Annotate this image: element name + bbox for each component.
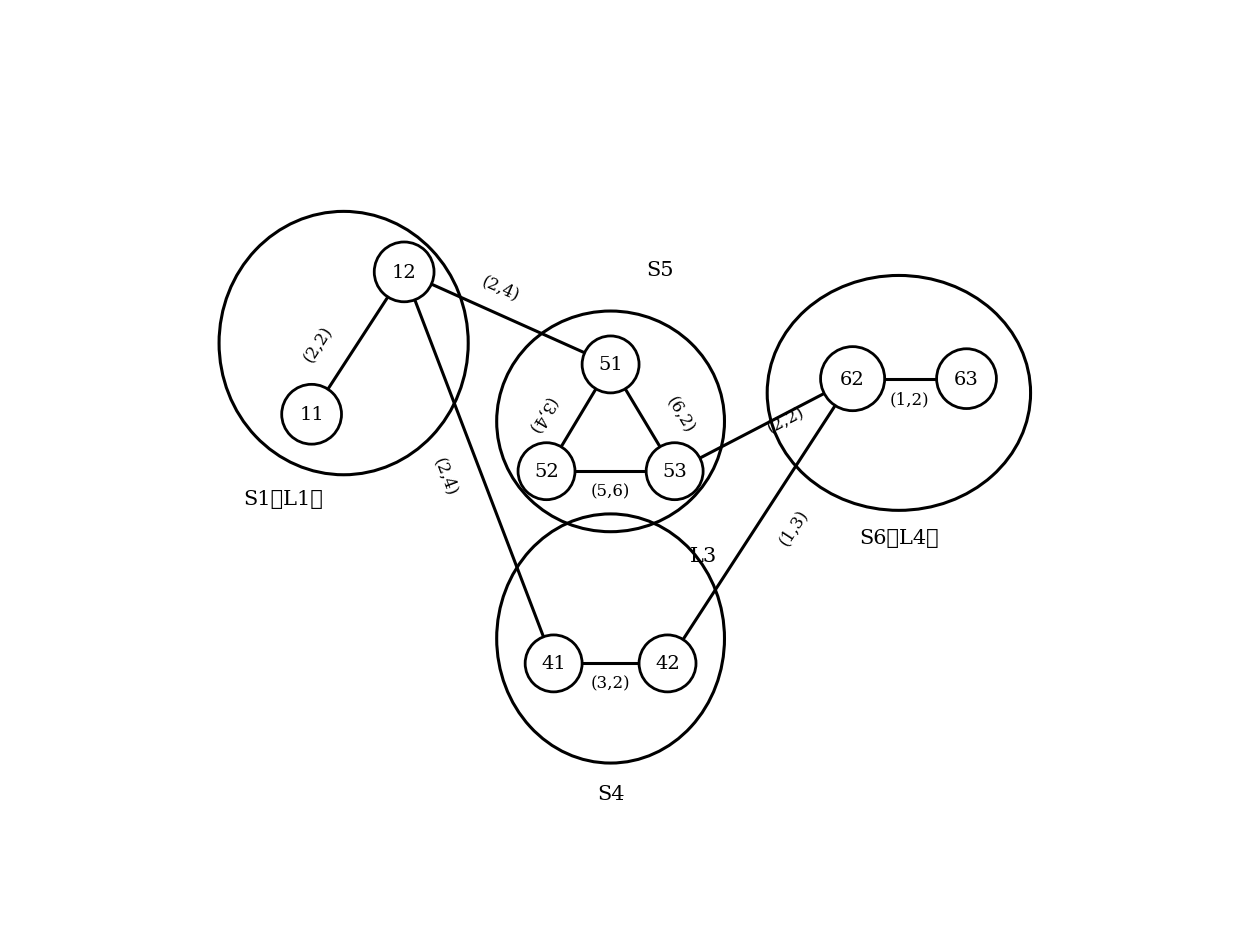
Text: S1（L1）: S1（L1） xyxy=(243,489,324,508)
Text: (1,3): (1,3) xyxy=(775,506,811,549)
Circle shape xyxy=(646,443,703,501)
Text: 52: 52 xyxy=(534,463,559,481)
Circle shape xyxy=(582,337,639,393)
Text: 63: 63 xyxy=(954,370,978,388)
Text: (5,6): (5,6) xyxy=(591,483,630,500)
Text: (2,4): (2,4) xyxy=(430,454,460,498)
Circle shape xyxy=(518,443,575,501)
Circle shape xyxy=(936,349,997,409)
Text: S4: S4 xyxy=(596,784,624,804)
Text: 51: 51 xyxy=(598,356,622,374)
Text: 12: 12 xyxy=(392,263,417,282)
Circle shape xyxy=(281,385,341,445)
Text: S6（L4）: S6（L4） xyxy=(859,528,939,548)
Text: (3,2): (3,2) xyxy=(590,675,630,692)
Circle shape xyxy=(639,635,696,692)
Text: 53: 53 xyxy=(662,463,687,481)
Text: (2,2): (2,2) xyxy=(301,323,336,365)
Circle shape xyxy=(526,635,582,692)
Text: (1,2): (1,2) xyxy=(890,390,929,408)
Circle shape xyxy=(374,243,434,302)
Circle shape xyxy=(821,348,884,412)
Text: (3,4): (3,4) xyxy=(525,393,559,436)
Text: (2,4): (2,4) xyxy=(479,272,522,304)
Text: 42: 42 xyxy=(655,654,680,673)
Text: (6,2): (6,2) xyxy=(662,394,697,436)
Text: 41: 41 xyxy=(542,654,565,673)
Text: 11: 11 xyxy=(299,406,324,424)
Text: 62: 62 xyxy=(841,370,866,388)
Text: S5: S5 xyxy=(647,260,675,280)
Text: (2,2): (2,2) xyxy=(765,403,808,437)
Text: L3: L3 xyxy=(689,546,717,565)
